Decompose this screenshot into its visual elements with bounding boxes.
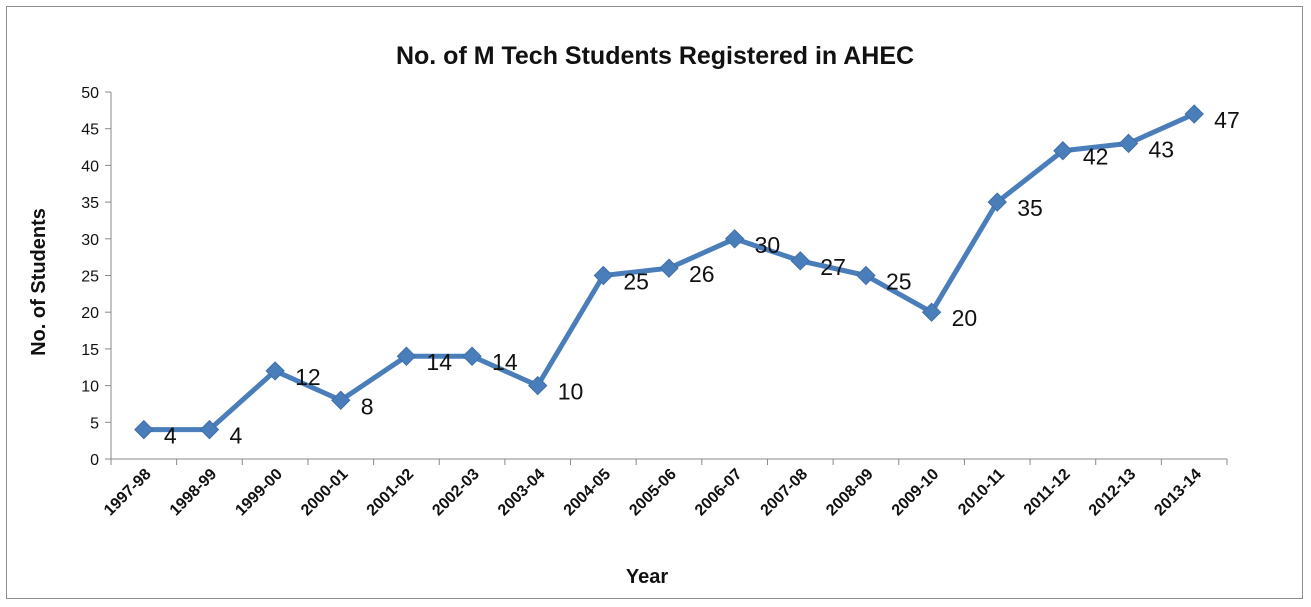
x-tick-label: 2012-13 (1086, 466, 1140, 520)
x-ticks: 1997-98 1998-99 1999-00 2000-01 2001-02 2002-… (101, 459, 1228, 520)
y-tick-label: 30 (81, 232, 99, 249)
y-tick-label: 45 (81, 122, 99, 139)
x-tick-label: 2009-10 (889, 466, 943, 520)
data-labels: 4 4 12 8 14 14 10 25 26 30 27 25 20 35 42 43 47 (164, 107, 1240, 449)
x-tick-label: 2006-07 (692, 466, 746, 520)
data-label-1998-99: 4 (229, 423, 242, 449)
y-ticks: 0 5 10 15 20 25 30 35 40 45 50 (81, 85, 111, 469)
x-tick-label: 1998-99 (167, 466, 221, 520)
x-tick-label: 1999-00 (232, 466, 286, 520)
data-label-2012-13: 43 (1149, 136, 1175, 162)
data-label-2010-11: 35 (1017, 195, 1043, 221)
data-point-1999-00 (265, 361, 285, 381)
data-label-1997-98: 4 (164, 423, 177, 449)
data-label-2003-04: 10 (558, 379, 584, 405)
data-point-2002-03 (462, 346, 482, 366)
data-point-2000-01 (331, 390, 351, 410)
y-tick-label: 5 (90, 415, 99, 432)
data-label-2002-03: 14 (492, 349, 518, 375)
data-label-2013-14: 47 (1214, 107, 1240, 133)
x-tick-label: 2008-09 (823, 466, 877, 520)
chart-frame: No. of M Tech Students Registered in AHE… (6, 6, 1303, 599)
x-tick-label: 2004-05 (561, 466, 615, 520)
data-markers (134, 104, 1204, 440)
data-label-2004-05: 25 (623, 269, 649, 295)
data-point-2006-07 (724, 229, 745, 249)
chart-title: No. of M Tech Students Registered in AHE… (396, 42, 914, 70)
y-tick-label: 15 (81, 342, 99, 359)
data-point-1998-99 (199, 419, 220, 440)
x-tick-label: 2010-11 (955, 466, 1008, 519)
data-label-2005-06: 26 (689, 261, 715, 287)
data-point-2003-04 (527, 375, 548, 396)
x-tick-label: 2007-08 (758, 466, 812, 520)
x-tick-label: 2000-01 (298, 466, 352, 520)
data-point-2011-12 (1053, 141, 1073, 161)
y-tick-label: 50 (81, 85, 99, 102)
data-point-2013-14 (1184, 104, 1204, 124)
data-label-2008-09: 25 (886, 269, 912, 295)
data-label-1999-00: 12 (295, 364, 321, 390)
y-tick-label: 10 (81, 379, 99, 396)
y-axis-title: No. of Students (28, 208, 50, 356)
data-label-2001-02: 14 (426, 349, 452, 375)
data-label-2006-07: 30 (755, 232, 781, 258)
data-label-2011-12: 42 (1083, 144, 1109, 170)
data-label-2000-01: 8 (361, 393, 374, 419)
y-tick-label: 35 (81, 195, 99, 212)
x-tick-label: 2011-12 (1021, 466, 1074, 519)
data-point-2009-10 (921, 302, 942, 322)
y-tick-label: 20 (81, 305, 99, 322)
y-tick-label: 40 (81, 158, 99, 175)
data-point-2010-11 (987, 192, 1007, 212)
data-point-2005-06 (659, 258, 679, 278)
x-tick-label: 2002-03 (429, 466, 483, 520)
x-tick-label: 2013-14 (1151, 466, 1205, 520)
data-point-2008-09 (856, 265, 876, 286)
data-point-2012-13 (1118, 133, 1139, 154)
data-point-2007-08 (790, 251, 811, 271)
line-chart: No. of M Tech Students Registered in AHE… (28, 42, 1240, 588)
data-label-2009-10: 20 (952, 305, 978, 331)
data-point-2004-05 (593, 265, 614, 286)
y-tick-label: 25 (81, 269, 99, 286)
x-tick-label: 2005-06 (626, 466, 680, 520)
y-tick-label: 0 (90, 452, 99, 469)
x-tick-label: 2003-04 (495, 466, 549, 520)
data-point-2001-02 (396, 346, 417, 366)
x-tick-label: 2001-02 (364, 466, 418, 520)
data-point-1997-98 (134, 419, 154, 440)
x-tick-label: 1997-98 (101, 466, 155, 520)
data-label-2007-08: 27 (820, 254, 846, 280)
x-axis-title: Year (626, 566, 668, 588)
